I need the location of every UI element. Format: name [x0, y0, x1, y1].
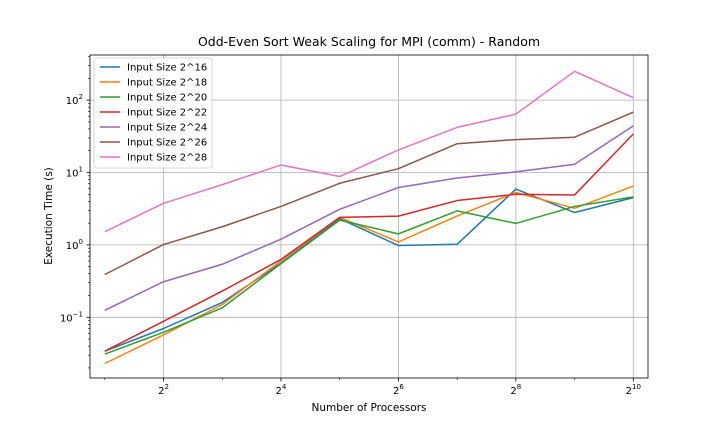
legend-label: Input Size 2^28	[127, 153, 207, 164]
legend-box	[93, 57, 213, 169]
y-axis-label: Execution Time (s)	[43, 167, 55, 265]
series-line-4	[104, 133, 634, 352]
series-line-7	[104, 70, 634, 233]
series-line-3	[104, 196, 634, 355]
y-tick-label: 10−1	[60, 310, 83, 324]
x-tick-label: 26	[393, 383, 404, 397]
series-line-5	[104, 125, 634, 311]
legend-label: Input Size 2^22	[127, 108, 207, 119]
y-tick-label: 102	[66, 93, 83, 107]
chart-title: Odd-Even Sort Weak Scaling for MPI (comm…	[198, 34, 540, 49]
legend-label: Input Size 2^18	[127, 78, 207, 89]
y-tick-label: 100	[66, 238, 83, 252]
series-line-6	[104, 111, 634, 276]
ticks: 22 24 26 28 210 10−1 100 101 102	[60, 56, 641, 397]
grid	[90, 55, 648, 378]
x-axis-label: Number of Processors	[311, 402, 426, 414]
series-layer	[104, 70, 634, 365]
legend-label: Input Size 2^16	[127, 63, 207, 74]
y-tick-label: 101	[66, 166, 83, 180]
legend-label: Input Size 2^20	[127, 93, 207, 104]
legend-label: Input Size 2^26	[127, 138, 207, 149]
legend-label: Input Size 2^24	[127, 123, 207, 134]
x-tick-label: 22	[158, 383, 169, 397]
plot-frame	[89, 54, 649, 379]
x-tick-label: 24	[276, 383, 287, 397]
legend: Input Size 2^16 Input Size 2^18 Input Size…	[93, 57, 213, 169]
x-tick-label: 210	[626, 383, 641, 397]
x-tick-label: 28	[510, 383, 521, 397]
